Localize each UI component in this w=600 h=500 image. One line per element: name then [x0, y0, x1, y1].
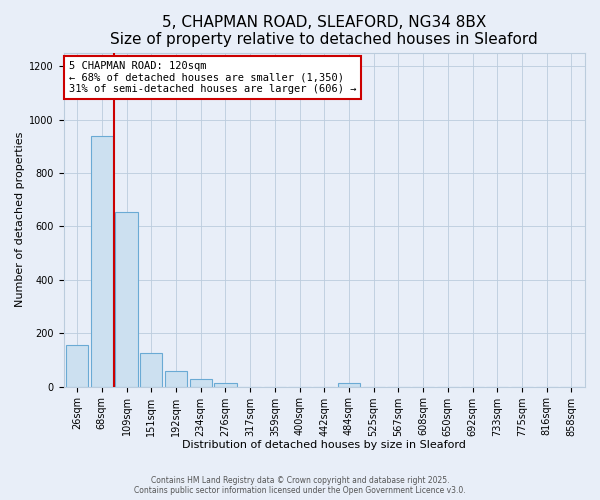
- X-axis label: Distribution of detached houses by size in Sleaford: Distribution of detached houses by size …: [182, 440, 466, 450]
- Bar: [91, 136, 113, 386]
- Bar: [115, 212, 137, 386]
- Bar: [140, 353, 163, 386]
- Text: Contains HM Land Registry data © Crown copyright and database right 2025.
Contai: Contains HM Land Registry data © Crown c…: [134, 476, 466, 495]
- Bar: [214, 383, 236, 386]
- Title: 5, CHAPMAN ROAD, SLEAFORD, NG34 8BX
Size of property relative to detached houses: 5, CHAPMAN ROAD, SLEAFORD, NG34 8BX Size…: [110, 15, 538, 48]
- Bar: [66, 345, 88, 387]
- Bar: [190, 380, 212, 386]
- Y-axis label: Number of detached properties: Number of detached properties: [15, 132, 25, 308]
- Bar: [338, 383, 360, 386]
- Bar: [165, 372, 187, 386]
- Text: 5 CHAPMAN ROAD: 120sqm
← 68% of detached houses are smaller (1,350)
31% of semi-: 5 CHAPMAN ROAD: 120sqm ← 68% of detached…: [69, 61, 356, 94]
